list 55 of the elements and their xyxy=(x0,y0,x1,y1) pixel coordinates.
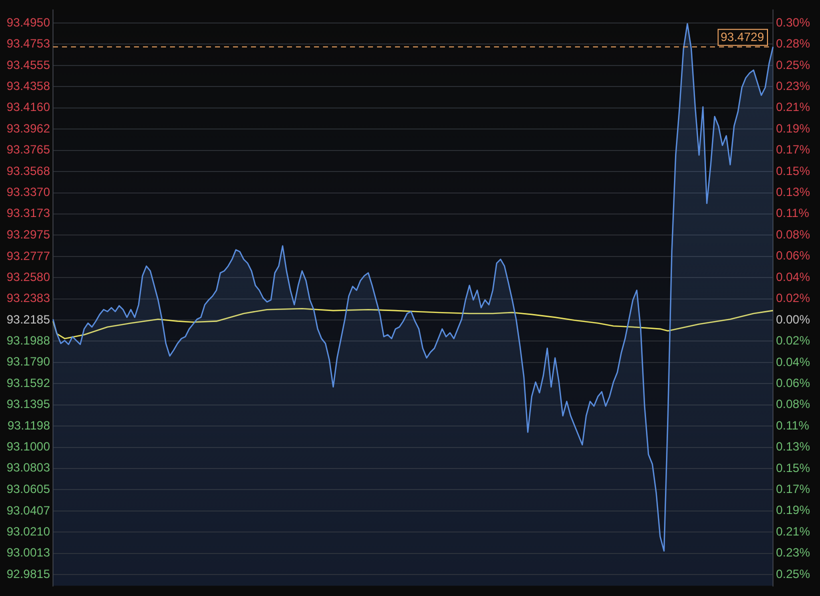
y2-tick-label: 0.02% xyxy=(776,291,810,306)
y-tick-label: 93.3370 xyxy=(6,185,50,200)
y2-tick-label: 0.04% xyxy=(776,354,810,369)
y-tick-label: 93.0803 xyxy=(6,460,50,475)
y2-tick-label: 0.08% xyxy=(776,397,810,412)
y-tick-label: 93.1592 xyxy=(6,376,50,390)
y-tick-label: 93.0605 xyxy=(6,482,50,496)
y-tick-label: 93.0210 xyxy=(6,524,50,538)
y-tick-label: 93.4358 xyxy=(6,78,50,93)
y2-tick-label: 0.19% xyxy=(776,503,810,518)
y2-tick-label: 0.21% xyxy=(776,100,810,114)
y2-tick-label: 0.00% xyxy=(776,312,810,326)
y2-tick-label: 0.28% xyxy=(776,36,810,51)
y-tick-label: 93.3962 xyxy=(6,122,50,136)
y2-tick-label: 0.25% xyxy=(776,566,810,581)
y-tick-label: 93.1198 xyxy=(8,418,50,432)
y2-tick-label: 0.23% xyxy=(776,546,810,560)
y-tick-label: 93.0013 xyxy=(6,546,50,560)
y-tick-label: 93.2975 xyxy=(6,227,50,242)
y2-tick-label: 0.15% xyxy=(776,164,810,178)
y2-tick-label: 0.11% xyxy=(776,206,810,220)
y2-tick-label: 0.23% xyxy=(776,78,810,93)
y-tick-label: 93.2383 xyxy=(6,291,50,306)
y-tick-label: 93.1395 xyxy=(6,397,50,412)
y2-tick-label: 0.17% xyxy=(776,482,810,496)
y-tick-label: 92.9815 xyxy=(6,566,50,581)
y-tick-label: 93.2580 xyxy=(6,270,50,284)
y2-tick-label: 0.04% xyxy=(776,270,810,284)
y-tick-label: 93.4753 xyxy=(6,36,50,51)
y2-tick-label: 0.06% xyxy=(776,248,810,263)
y2-tick-label: 0.30% xyxy=(776,15,810,30)
y-tick-label: 93.4950 xyxy=(6,15,50,30)
y-tick-label: 93.1790 xyxy=(6,354,50,369)
y2-tick-label: 0.02% xyxy=(776,334,810,348)
y2-tick-label: 0.25% xyxy=(776,58,810,72)
y-tick-label: 93.3173 xyxy=(6,206,50,220)
y-tick-label: 93.4555 xyxy=(6,58,50,72)
y2-tick-label: 0.13% xyxy=(776,185,810,200)
y-tick-label: 93.2777 xyxy=(6,248,50,263)
y-tick-label: 93.1988 xyxy=(6,333,50,348)
y-tick-label: 93.3765 xyxy=(6,142,50,157)
y2-tick-label: 0.19% xyxy=(776,121,810,136)
y-tick-label: 93.0407 xyxy=(6,503,50,518)
y2-tick-label: 0.15% xyxy=(776,460,810,475)
y-tick-label: 93.2185 xyxy=(6,312,50,326)
y2-tick-label: 0.08% xyxy=(776,227,810,242)
y2-tick-label: 0.13% xyxy=(776,440,810,454)
y-tick-label: 93.1000 xyxy=(6,440,50,454)
y2-tick-label: 0.11% xyxy=(776,418,810,432)
y2-tick-label: 0.06% xyxy=(776,376,810,390)
y-tick-label: 93.4160 xyxy=(6,100,50,114)
y-tick-label: 93.3568 xyxy=(6,164,50,178)
y2-tick-label: 0.17% xyxy=(776,142,810,157)
y2-tick-label: 0.21% xyxy=(776,524,810,538)
ref-line-label: 93.4729 xyxy=(720,30,764,44)
